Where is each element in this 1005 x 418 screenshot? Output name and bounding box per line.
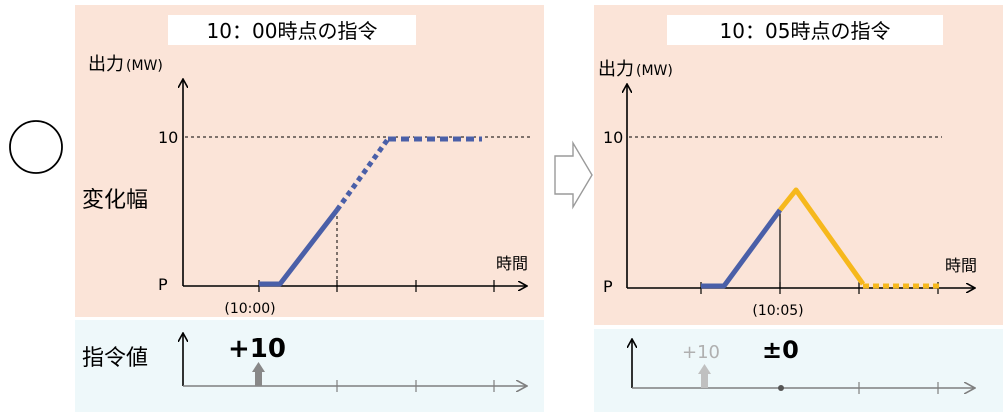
left-panel-top — [75, 5, 544, 317]
right-y-axis-label: 出力 (MW) — [598, 59, 673, 80]
right-panel-top — [594, 5, 1003, 325]
left-output-planned-ramp — [334, 137, 391, 212]
left-command-arrow-shaft — [255, 372, 262, 386]
left-x-tick-label: (10:00) — [224, 301, 275, 317]
left-command-value: +10 — [228, 334, 286, 364]
left-title-box — [168, 15, 416, 45]
right-prev-command-value: +10 — [682, 342, 720, 363]
left-command-arrow-head — [252, 362, 265, 372]
right-title-box — [667, 15, 943, 45]
right-title: 10：05時点の指令 — [720, 19, 891, 43]
right-prev-command-arrow-head — [698, 364, 711, 374]
left-title: 10：00時点の指令 — [207, 19, 378, 43]
correct-marker-circle — [9, 120, 63, 174]
left-y-tick-10: 10 — [158, 128, 178, 147]
right-y-tick-10: 10 — [603, 128, 623, 147]
right-panel-bottom — [594, 329, 1003, 412]
transition-arrow — [554, 140, 593, 210]
left-y-axis-label: 出力 (MW) — [88, 54, 163, 75]
right-output-actual — [701, 208, 783, 289]
right-y-tick-p: P — [603, 277, 613, 296]
right-prev-command-arrow-shaft — [701, 374, 708, 388]
left-output-actual — [259, 208, 339, 287]
right-output-planned — [778, 187, 866, 286]
left-side-label: 変化幅 — [82, 188, 148, 213]
left-command-label: 指令値 — [82, 346, 148, 371]
correct-marker-glyph: ○ — [36, 146, 37, 148]
left-y-tick-p: P — [158, 275, 168, 294]
right-command-zero-dot — [778, 385, 784, 391]
right-x-axis-label: 時間 — [945, 256, 977, 275]
right-command-value: ±0 — [762, 336, 799, 364]
right-x-tick-label: (10:05) — [752, 303, 803, 319]
left-panel-bottom — [75, 320, 544, 412]
left-x-axis-label: 時間 — [496, 254, 528, 273]
